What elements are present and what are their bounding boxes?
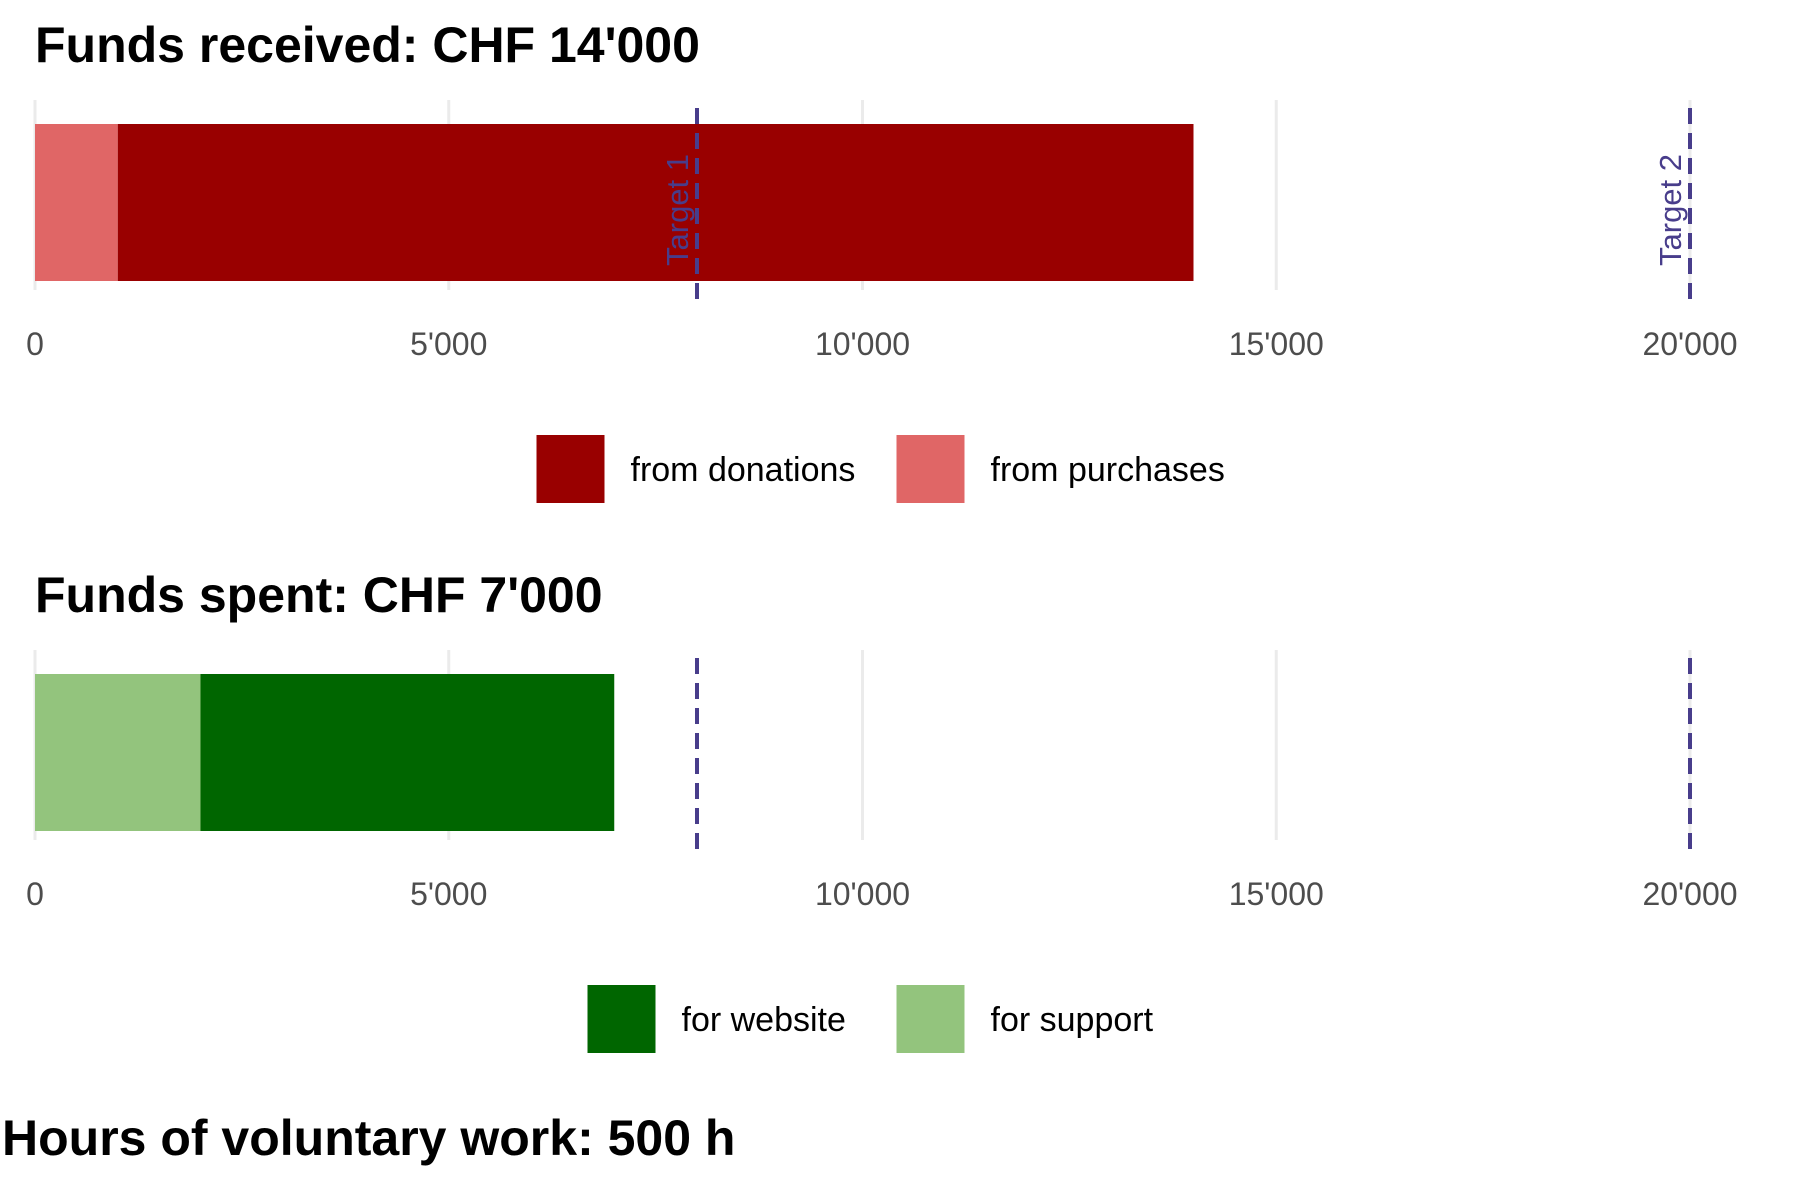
x-tick-label: 15'000 — [1229, 326, 1324, 362]
legend-label: from purchases — [991, 451, 1225, 489]
x-tick-label: 0 — [26, 876, 44, 912]
legend-swatch — [896, 435, 965, 503]
bar-segment-for-website — [200, 674, 615, 831]
x-tick-label: 20'000 — [1642, 876, 1737, 912]
legend-swatch — [536, 435, 605, 503]
x-tick-label: 5'000 — [410, 326, 487, 362]
legend-label: for support — [991, 1001, 1154, 1039]
bar-segment-from-purchases — [35, 124, 118, 281]
chart-panel-2: Funds spent: CHF 7'000 0 5'000 10'000 15'000… — [26, 567, 1738, 1053]
legend-swatch — [587, 985, 656, 1053]
footer-title: Hours of voluntary work: 500 h — [2, 1110, 735, 1166]
target-label: Target 2 — [1653, 154, 1688, 266]
x-tick-label: 10'000 — [815, 326, 910, 362]
chart-panel-1: Funds received: CHF 14'000 Target 1 Target… — [26, 17, 1738, 503]
x-tick-label: 10'000 — [815, 876, 910, 912]
legend-label: for website — [682, 1001, 846, 1039]
legend-swatch — [896, 985, 965, 1053]
bar-segment-from-donations — [117, 124, 1194, 281]
x-tick-label: 15'000 — [1229, 876, 1324, 912]
x-tick-label: 0 — [26, 326, 44, 362]
legend-label: from donations — [631, 451, 856, 489]
chart-title: Funds received: CHF 14'000 — [35, 17, 700, 73]
x-tick-label: 20'000 — [1642, 326, 1737, 362]
bar-segment-for-support — [35, 674, 201, 831]
target-label: Target 1 — [660, 154, 695, 266]
chart-title: Funds spent: CHF 7'000 — [35, 567, 603, 623]
x-tick-label: 5'000 — [410, 876, 487, 912]
